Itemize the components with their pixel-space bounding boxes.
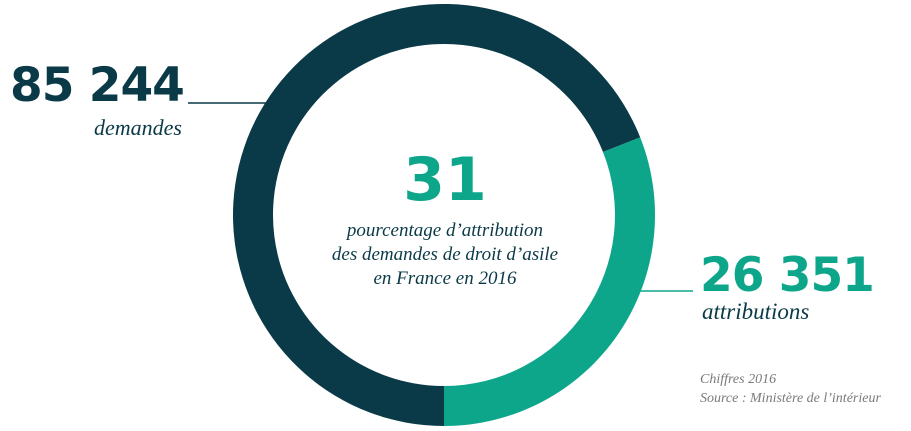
figures-year-note: Chiffres 2016 [700, 372, 777, 387]
source-note: Chiffres 2016 Source : Ministère de l’in… [700, 370, 881, 408]
center-caption-line: pourcentage d’attribution [346, 220, 544, 241]
center-caption-line: en France en 2016 [373, 268, 517, 289]
grants-value: 26 351 [700, 248, 875, 303]
requests-value: 85 244 [10, 58, 185, 113]
center-percentage: 31 [403, 145, 487, 215]
center-caption-line: des demandes de droit d’asile [331, 244, 559, 265]
donut-ring [233, 4, 655, 427]
grants-segment [444, 137, 655, 426]
grants-label: attributions [702, 299, 810, 324]
source-line: Source : Ministère de l’intérieur [700, 391, 881, 406]
center-caption: pourcentage d’attribution des demandes d… [285, 219, 605, 291]
requests-label: demandes [94, 115, 182, 140]
